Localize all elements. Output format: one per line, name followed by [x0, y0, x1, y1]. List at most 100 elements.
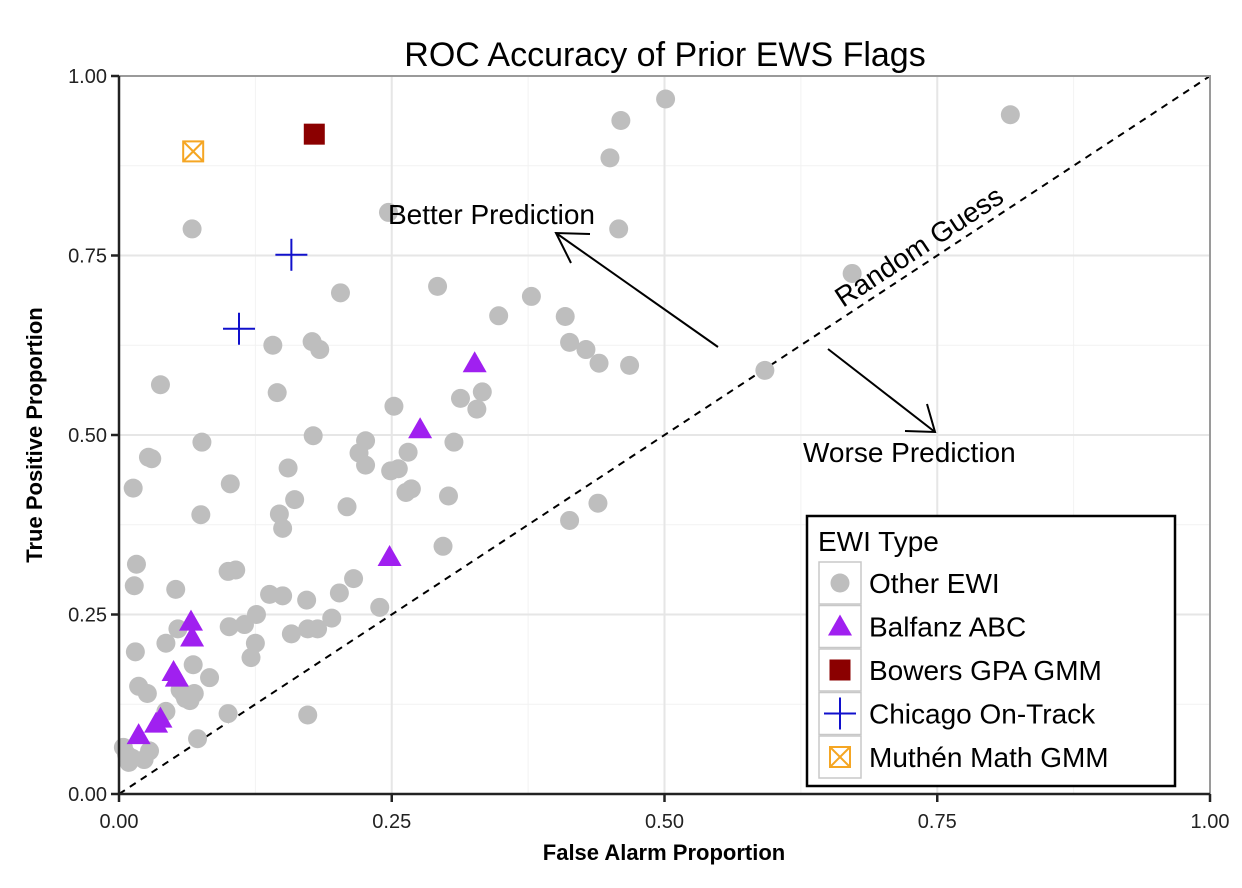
data-point-other-ewi: [398, 442, 418, 462]
chart-title: ROC Accuracy of Prior EWS Flags: [404, 36, 925, 74]
data-point-other-ewi: [140, 741, 160, 761]
boxx-marker-box: [829, 746, 851, 768]
data-point-other-ewi: [370, 597, 390, 617]
y-tick-label: 0.00: [68, 784, 107, 806]
data-point-other-ewi: [117, 745, 137, 765]
data-points: [113, 89, 1020, 772]
data-point-other-ewi: [620, 355, 640, 375]
worse-prediction-label: Worse Prediction: [803, 437, 1016, 468]
data-point-other-ewi: [298, 619, 318, 639]
data-point-other-ewi: [245, 633, 265, 653]
data-point-chicago-on-track: [223, 312, 256, 345]
data-point-other-ewi: [467, 399, 487, 419]
data-point-other-ewi: [433, 536, 453, 556]
y-axis-title: True Positive Proportion: [22, 307, 47, 562]
data-point-muth-n-math-gmm: [182, 140, 205, 163]
data-point-other-ewi: [142, 449, 162, 469]
legend-item-chicago-on-track: Chicago On-Track: [818, 691, 1096, 736]
boxx-marker-box: [182, 140, 205, 163]
boxx-marker-diag: [182, 140, 204, 163]
data-point-other-ewi: [269, 504, 289, 524]
data-point-balfanz-abc: [126, 723, 151, 745]
data-point-other-ewi: [156, 633, 176, 653]
y-tick-label: 0.75: [68, 246, 107, 268]
series-other-ewi: [113, 89, 1020, 772]
legend-label-bowers-gpa-gmm: Bowers GPA GMM: [869, 655, 1102, 686]
data-point-other-ewi: [444, 432, 464, 452]
legend-label-other-ewi: Other EWI: [869, 568, 1000, 599]
data-point-bowers-gpa-gmm: [303, 123, 325, 145]
x-tick-label: 0.25: [372, 811, 411, 833]
data-point-other-ewi: [246, 605, 266, 624]
data-point-other-ewi: [200, 668, 220, 688]
data-point-balfanz-abc: [408, 417, 433, 439]
x-tick-label: 0.00: [100, 811, 139, 833]
data-point-balfanz-abc: [144, 711, 169, 733]
legend-items: Other EWI Balfanz ABC Bowers GPA GMM Chicag…: [818, 561, 1109, 779]
data-point-other-ewi: [166, 579, 186, 599]
data-point-other-ewi: [182, 219, 202, 239]
legend-item-bowers-gpa-gmm: Bowers GPA GMM: [818, 648, 1102, 692]
legend-item-other-ewi: Other EWI: [818, 561, 1000, 605]
data-point-other-ewi: [842, 263, 862, 283]
data-point-other-ewi: [329, 583, 349, 603]
data-point-other-ewi: [589, 353, 609, 373]
data-point-other-ewi: [560, 332, 580, 352]
x-axis-title: False Alarm Proportion: [543, 840, 785, 865]
data-point-other-ewi: [521, 286, 541, 306]
data-point-other-ewi: [611, 111, 631, 131]
series-muth-n-math-gmm: [182, 140, 205, 163]
data-point-other-ewi: [124, 576, 144, 596]
legend-item-balfanz-abc: Balfanz ABC: [818, 604, 1026, 649]
legend-title: EWI Type: [818, 526, 939, 557]
data-point-other-ewi: [337, 497, 357, 517]
better-prediction-label: Better Prediction: [388, 199, 595, 230]
better-prediction-arrow: [554, 231, 719, 348]
data-point-other-ewi: [356, 455, 376, 475]
annotations: Better Prediction Worse Prediction Rando…: [388, 180, 1016, 468]
x-tick-label: 1.00: [1191, 811, 1230, 833]
data-point-other-ewi: [220, 474, 240, 494]
data-point-balfanz-abc: [179, 609, 204, 631]
data-point-other-ewi: [1000, 105, 1020, 125]
data-point-other-ewi: [219, 617, 239, 637]
data-point-other-ewi: [344, 569, 364, 589]
data-point-other-ewi: [588, 493, 608, 513]
y-tick-label: 1.00: [68, 66, 107, 88]
data-point-other-ewi: [396, 482, 416, 502]
data-point-other-ewi: [298, 705, 318, 725]
data-point-other-ewi: [472, 382, 492, 402]
data-point-other-ewi: [285, 490, 305, 510]
data-point-balfanz-abc: [180, 625, 205, 647]
data-point-other-ewi: [310, 340, 330, 360]
legend-key-balfanz-abc: [828, 614, 852, 636]
legend: EWI Type Other EWI Balfanz ABC Bowers GPA …: [805, 514, 1177, 788]
data-point-other-ewi: [330, 283, 350, 303]
data-point-other-ewi: [322, 608, 342, 628]
data-point-other-ewi: [137, 683, 157, 703]
legend-label-muth-n-math-gmm: Muthén Math GMM: [869, 742, 1109, 773]
data-point-other-ewi: [218, 704, 238, 724]
data-point-other-ewi: [183, 655, 203, 675]
legend-label-balfanz-abc: Balfanz ABC: [869, 612, 1026, 643]
data-point-chicago-on-track: [275, 238, 308, 271]
data-point-other-ewi: [303, 426, 323, 446]
random-guess-line: [118, 75, 1211, 795]
legend-box: [805, 514, 1177, 788]
data-point-other-ewi: [226, 560, 246, 580]
data-point-other-ewi: [273, 586, 293, 606]
data-point-other-ewi: [125, 642, 145, 662]
data-point-other-ewi: [489, 306, 509, 326]
data-point-other-ewi: [278, 458, 298, 478]
data-point-other-ewi: [428, 276, 448, 296]
worse-prediction-arrow: [827, 348, 937, 434]
data-point-other-ewi: [267, 383, 287, 403]
legend-key-box: [818, 604, 862, 649]
data-point-other-ewi: [656, 89, 676, 109]
data-point-other-ewi: [263, 335, 283, 355]
data-point-other-ewi: [450, 388, 470, 408]
legend-key-chicago-on-track: [824, 697, 856, 730]
random-guess-label: Random Guess: [829, 180, 1008, 313]
data-point-balfanz-abc: [377, 545, 402, 567]
legend-key-other-ewi: [830, 573, 850, 593]
